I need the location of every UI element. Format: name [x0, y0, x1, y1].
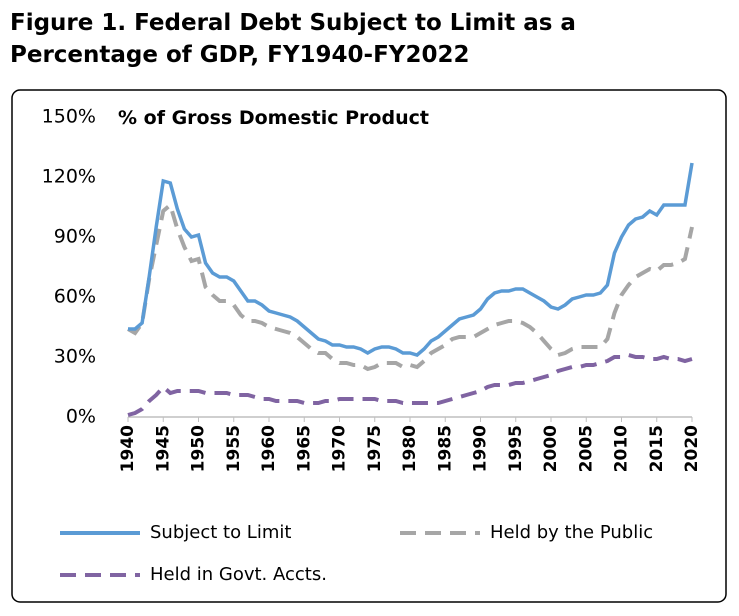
series-line	[127, 201, 694, 372]
x-tick-label: 1965	[294, 425, 314, 472]
series-line	[127, 352, 693, 417]
x-tick-label: 1970	[330, 425, 350, 472]
x-tick-label: 2010	[612, 425, 632, 472]
x-tick-label: 1995	[506, 425, 526, 472]
y-tick-label: 30%	[54, 346, 96, 368]
x-tick-label: 1950	[189, 425, 209, 472]
x-tick-label: 1940	[118, 425, 138, 472]
x-tick-label: 2005	[576, 425, 596, 472]
legend-label: Held in Govt. Accts.	[150, 564, 327, 585]
y-tick-label: 0%	[66, 406, 96, 428]
x-tick-label: 1990	[471, 425, 491, 472]
x-tick-label: 1975	[365, 425, 385, 472]
x-tick-label: 1945	[153, 425, 173, 472]
chart-title: Figure 1. Federal Debt Subject to Limit …	[10, 10, 576, 36]
legend-label: Held by the Public	[490, 522, 653, 543]
y-tick-label: 60%	[54, 286, 96, 308]
y-tick-label: 120%	[42, 166, 96, 188]
annotation: % of Gross Domestic Product	[118, 107, 429, 129]
chart-frame	[11, 89, 727, 603]
x-tick-label: 2000	[541, 425, 561, 472]
chart-title: Percentage of GDP, FY1940-FY2022	[10, 42, 469, 68]
series-line	[128, 162, 694, 357]
x-tick-label: 1985	[435, 425, 455, 472]
y-tick-label: 90%	[54, 226, 96, 248]
legend-label: Subject to Limit	[150, 522, 291, 543]
x-tick-label: 1955	[224, 425, 244, 472]
x-tick-label: 1980	[400, 425, 420, 472]
x-tick-label: 2020	[682, 425, 702, 472]
x-tick-label: 1960	[259, 425, 279, 472]
y-tick-label: 150%	[42, 106, 96, 128]
x-tick-label: 2015	[647, 425, 667, 472]
